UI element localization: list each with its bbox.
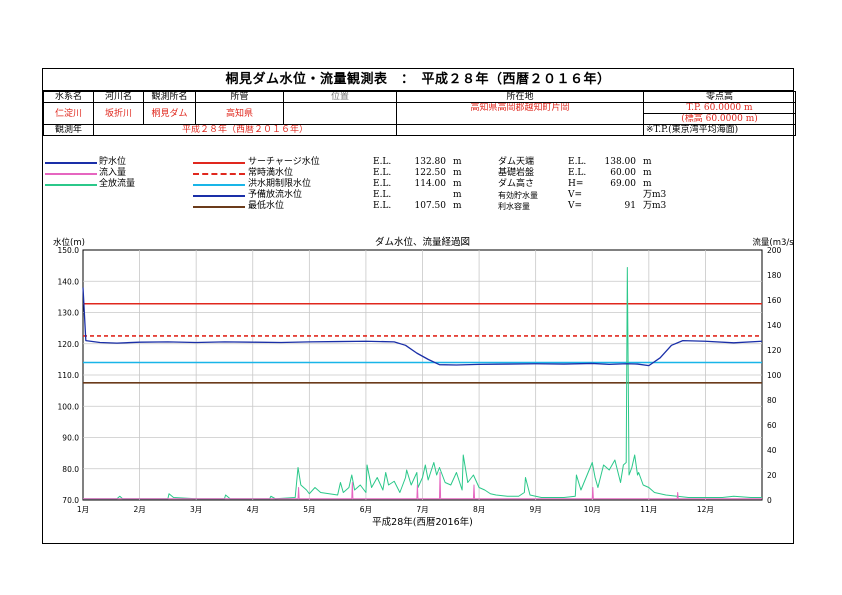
legend-spec-label-3: 有効貯水量 bbox=[498, 191, 538, 200]
y-tick-label-0: 70.0 bbox=[62, 496, 79, 505]
legend-ref-el-2: E.L. bbox=[373, 179, 392, 189]
y-tick-label-7: 140.0 bbox=[58, 277, 80, 286]
y2-tick-label-5: 100 bbox=[767, 371, 782, 380]
legend-spec-label-0: ダム天端 bbox=[498, 157, 535, 167]
legend-ref-value-4: 107.50 bbox=[414, 201, 447, 211]
x-tick-label-6: 7月 bbox=[416, 505, 428, 514]
x-tick-label-11: 12月 bbox=[697, 505, 714, 514]
x-tick-label-1: 2月 bbox=[133, 505, 145, 514]
legend-spec-label-4: 利水容量 bbox=[498, 202, 530, 211]
inflow-series-line bbox=[83, 472, 762, 500]
outflow-series-line bbox=[83, 267, 762, 500]
header-table: 水系名 河川名 観測所名 所管 位置 所在地 零点高 仁淀川 坂折川 桐見ダム … bbox=[43, 91, 796, 136]
legend-spec-el-2: H= bbox=[568, 179, 584, 189]
legend-ref-value-1: 122.50 bbox=[414, 168, 447, 178]
y2-tick-label-8: 160 bbox=[767, 296, 782, 305]
legend-spec-value-0: 138.00 bbox=[604, 157, 637, 167]
legend-ref-el-4: E.L. bbox=[373, 201, 392, 211]
page-title: 桐見ダム水位・流量観測表 ： 平成２８年（西暦２０１６年） bbox=[43, 69, 793, 91]
legend-ref-swatch-4 bbox=[193, 206, 245, 208]
legend-ref-unit-1: m bbox=[453, 168, 462, 178]
legend-ref-unit-2: m bbox=[453, 179, 462, 189]
legend-ref-unit-4: m bbox=[453, 201, 462, 211]
legend-label-0: 貯水位 bbox=[99, 157, 127, 167]
legend-spec-value-2: 69.00 bbox=[610, 179, 636, 189]
legend-ref-label-2: 洪水期制限水位 bbox=[248, 179, 312, 189]
legend-ref-swatch-2 bbox=[193, 184, 245, 186]
y2-tick-label-2: 40 bbox=[767, 446, 777, 455]
legend-ref-el-1: E.L. bbox=[373, 168, 392, 178]
x-tick-label-3: 4月 bbox=[247, 505, 259, 514]
legend-spec-unit-0: m bbox=[643, 157, 652, 167]
x-axis-title: 平成28年(西暦2016年) bbox=[372, 516, 473, 528]
legend-spec-el-0: E.L. bbox=[568, 157, 587, 167]
legend-ref-label-3: 予備放流水位 bbox=[248, 190, 303, 200]
legend-ref-el-0: E.L. bbox=[373, 157, 392, 167]
legend-spec-label-1: 基礎岩盤 bbox=[498, 168, 535, 178]
y2-tick-label-0: 0 bbox=[767, 496, 772, 505]
legend-ref-unit-0: m bbox=[453, 157, 462, 167]
legend-spec-el-3: V= bbox=[568, 190, 583, 200]
legend-label-1: 流入量 bbox=[99, 168, 127, 178]
legend-spec-unit-2: m bbox=[643, 179, 652, 189]
x-tick-label-7: 8月 bbox=[473, 505, 485, 514]
x-tick-label-2: 3月 bbox=[190, 505, 202, 514]
x-tick-label-8: 9月 bbox=[530, 505, 542, 514]
x-tick-label-9: 10月 bbox=[584, 505, 601, 514]
legend-ref-swatch-0 bbox=[193, 162, 245, 164]
y-tick-label-4: 110.0 bbox=[58, 371, 80, 380]
y2-tick-label-7: 140 bbox=[767, 321, 782, 330]
x-tick-label-10: 11月 bbox=[640, 505, 657, 514]
legend-ref-value-2: 114.00 bbox=[414, 179, 447, 189]
water-level-flow-chart: 70.0 80.0 90.0 100.0 110.0 120.0 130.0 140.0 150… bbox=[53, 236, 793, 528]
y2-tick-label-6: 120 bbox=[767, 346, 782, 355]
legend-swatch-0 bbox=[45, 162, 97, 164]
legend-ref-label-4: 最低水位 bbox=[248, 201, 285, 211]
legend-swatch-2 bbox=[45, 184, 97, 186]
y2-tick-label-10: 200 bbox=[767, 246, 782, 255]
legend: 貯水位 流入量 全放流量 サーチャージ水位 E.L. 132.80 m 常時満水位 E.L. 12… bbox=[43, 153, 795, 223]
legend-ref-unit-3: m bbox=[453, 190, 462, 200]
legend-spec-unit-3: 万m3 bbox=[643, 190, 667, 200]
legend-ref-label-0: サーチャージ水位 bbox=[248, 157, 320, 167]
y-tick-label-6: 130.0 bbox=[58, 309, 80, 318]
y2-tick-label-9: 180 bbox=[767, 271, 782, 280]
legend-spec-el-1: E.L. bbox=[568, 168, 587, 178]
y-tick-label-5: 120.0 bbox=[58, 340, 80, 349]
observation-sheet: 桐見ダム水位・流量観測表 ： 平成２８年（西暦２０１６年） 水系名 河川名 観測… bbox=[42, 68, 796, 544]
legend-label-2: 全放流量 bbox=[99, 179, 136, 189]
legend-spec-unit-4: 万m3 bbox=[643, 201, 667, 211]
legend-ref-swatch-3 bbox=[193, 195, 245, 197]
legend-spec-value-1: 60.00 bbox=[610, 168, 636, 178]
y-tick-label-2: 90.0 bbox=[62, 434, 79, 443]
legend-spec-unit-1: m bbox=[643, 168, 652, 178]
legend-ref-value-0: 132.80 bbox=[414, 157, 447, 167]
year-value: 平成２８年（西暦２０１６年） bbox=[93, 124, 397, 136]
legend-spec-label-2: ダム高さ bbox=[498, 179, 535, 189]
chart-title: ダム水位、流量経過図 bbox=[375, 236, 470, 248]
legend-spec-el-4: V= bbox=[568, 201, 583, 211]
x-tick-label-0: 1月 bbox=[77, 505, 89, 514]
y2-tick-label-4: 80 bbox=[767, 396, 777, 405]
y2-axis-title: 流量(m3/s) bbox=[752, 237, 793, 248]
x-tick-label-5: 6月 bbox=[360, 505, 372, 514]
y-axis-title: 水位(m) bbox=[53, 237, 85, 248]
legend-ref-label-1: 常時満水位 bbox=[248, 168, 294, 178]
y-tick-label-8: 150.0 bbox=[58, 246, 80, 255]
legend-ref-swatch-1 bbox=[193, 173, 245, 175]
x-tick-label-4: 5月 bbox=[303, 505, 315, 514]
y2-tick-label-1: 20 bbox=[767, 471, 777, 480]
legend-swatch-1 bbox=[45, 173, 97, 175]
y-tick-label-3: 100.0 bbox=[58, 402, 80, 411]
legend-ref-el-3: E.L. bbox=[373, 190, 392, 200]
legend-spec-value-4: 91 bbox=[624, 201, 636, 211]
tp-note: ※T.P.(東京湾平均海面) bbox=[643, 124, 796, 136]
y2-tick-label-3: 60 bbox=[767, 421, 777, 430]
water-level-series-line bbox=[82, 287, 763, 367]
y-tick-label-1: 80.0 bbox=[62, 465, 79, 474]
